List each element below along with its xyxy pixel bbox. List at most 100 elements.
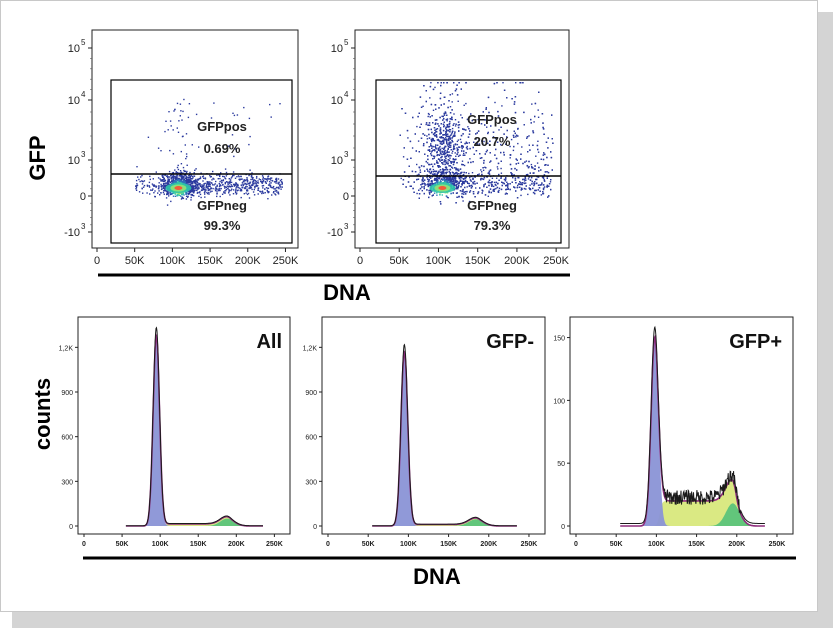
event-dot — [451, 161, 453, 163]
event-dot — [208, 193, 210, 195]
event-dot — [235, 193, 238, 195]
event-dot — [431, 115, 433, 117]
event-dot — [509, 154, 512, 156]
event-dot — [451, 131, 453, 134]
event-dot — [420, 123, 422, 125]
event-dot — [185, 153, 188, 155]
event-dot — [448, 128, 450, 131]
event-dot — [157, 177, 160, 179]
event-dot — [484, 166, 486, 168]
event-dot — [168, 170, 171, 173]
event-dot — [170, 177, 172, 180]
event-dot — [148, 186, 151, 188]
event-dot — [187, 190, 189, 193]
event-dot — [185, 172, 188, 174]
x-tick-label: 0 — [326, 541, 330, 548]
event-dot — [544, 164, 546, 166]
event-dot — [445, 181, 447, 183]
event-dot — [455, 171, 457, 174]
event-dot — [236, 190, 239, 192]
event-dot — [167, 175, 169, 178]
event-dot — [193, 181, 196, 184]
event-dot — [436, 151, 438, 153]
event-dot — [231, 188, 233, 190]
event-dot — [532, 131, 535, 134]
event-dot — [467, 136, 470, 138]
event-dot — [524, 176, 526, 178]
event-dot — [442, 119, 444, 121]
event-dot — [195, 186, 198, 189]
event-dot — [191, 187, 193, 190]
event-dot — [546, 184, 549, 187]
event-dot — [436, 173, 438, 175]
event-dot — [466, 118, 469, 121]
event-dot — [528, 144, 530, 146]
event-dot — [249, 169, 251, 171]
event-dot — [462, 128, 465, 130]
event-dot — [533, 184, 535, 187]
event-dot — [414, 133, 416, 135]
event-dot — [550, 151, 552, 153]
event-dot — [193, 175, 195, 177]
event-dot — [422, 177, 424, 179]
event-dot — [501, 184, 503, 187]
event-dot — [472, 177, 474, 179]
event-dot — [201, 184, 203, 186]
event-dot — [537, 148, 539, 151]
event-dot — [439, 148, 442, 151]
event-dot — [465, 82, 467, 84]
event-dot — [206, 181, 208, 183]
event-dot — [505, 184, 507, 186]
event-dot — [482, 111, 484, 113]
event-dot — [203, 189, 205, 191]
event-dot — [453, 160, 455, 163]
event-dot — [248, 117, 251, 120]
event-dot — [534, 183, 536, 185]
event-dot — [522, 82, 524, 84]
event-dot — [443, 148, 445, 151]
event-dot — [439, 201, 442, 203]
event-dot — [448, 139, 450, 141]
event-dot — [444, 163, 446, 166]
event-dot — [275, 182, 277, 184]
event-dot — [448, 126, 450, 128]
event-dot — [427, 178, 429, 180]
event-dot — [267, 175, 270, 177]
event-dot — [435, 108, 437, 110]
event-dot — [446, 180, 448, 182]
event-dot — [441, 171, 443, 174]
event-dot — [162, 178, 165, 181]
event-dot — [443, 147, 446, 149]
event-dot — [214, 189, 217, 192]
event-dot — [402, 156, 405, 158]
event-dot — [262, 176, 264, 178]
plot-frame — [569, 316, 794, 535]
event-dot — [449, 144, 451, 146]
event-dot — [154, 195, 156, 198]
event-dot — [429, 163, 431, 166]
event-dot — [165, 182, 167, 184]
event-dot — [456, 172, 458, 174]
event-dot — [234, 184, 236, 186]
event-dot — [488, 191, 490, 194]
event-dot — [498, 173, 500, 176]
event-dot — [461, 163, 463, 166]
event-dot — [457, 173, 460, 175]
event-dot — [250, 186, 253, 188]
y-tick-label: 0 — [69, 524, 73, 531]
event-dot — [411, 147, 414, 149]
gate-box[interactable] — [375, 79, 562, 244]
event-dot — [427, 115, 429, 118]
event-dot — [251, 178, 254, 180]
event-dot — [450, 162, 452, 164]
event-dot — [501, 105, 503, 107]
event-dot — [239, 179, 241, 181]
event-dot — [530, 176, 533, 179]
event-dot — [181, 175, 183, 177]
event-dot — [135, 189, 138, 191]
event-dot — [267, 198, 269, 200]
x-tick-label: 50K — [610, 541, 623, 548]
event-dot — [428, 149, 431, 151]
gate-box[interactable] — [110, 79, 293, 244]
